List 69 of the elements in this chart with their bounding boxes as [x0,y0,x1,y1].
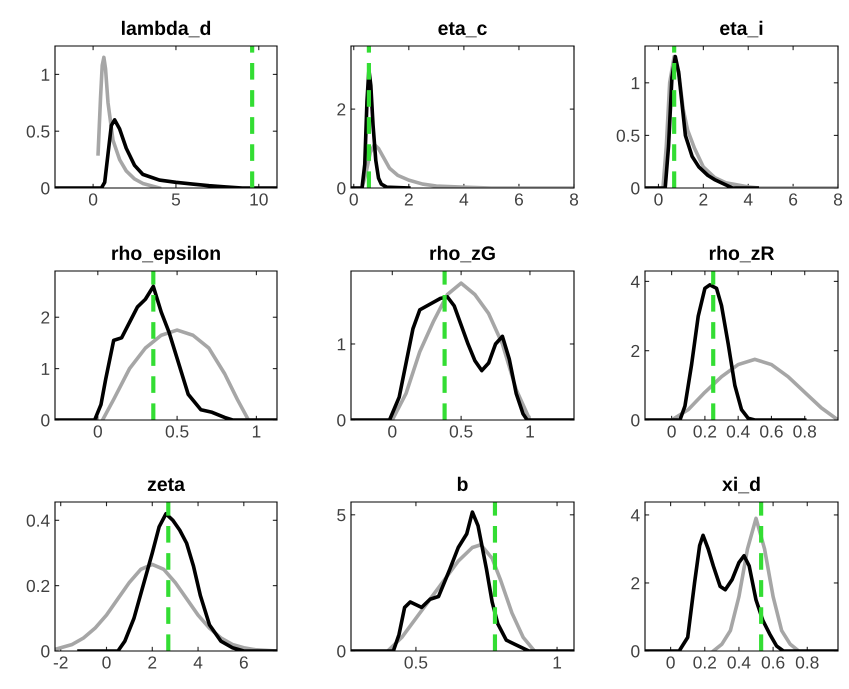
x-tick-label: 0.4 [726,425,750,438]
y-tick-label: 0.5 [616,130,640,142]
y-tick-label: 5 [337,509,346,522]
x-tick-label: 8 [570,193,578,206]
x-tick-label: -2 [54,656,68,668]
x-tick-label: 0 [350,193,358,206]
chart-title: eta_c [438,22,487,38]
y-tick-label: 0 [41,645,50,658]
x-tick-label: 1 [252,426,260,438]
x-tick-label: 0.8 [793,425,816,438]
y-tick-label: 0 [631,182,640,194]
y-tick-label: 1 [632,77,640,90]
x-tick-label: 0 [88,193,98,206]
x-tick-label: 0 [666,656,675,669]
y-tick-label: 0 [41,182,50,194]
y-tick-label: 0 [631,414,640,426]
x-tick-label: 0.2 [694,425,716,438]
y-tick-label: 1 [42,68,50,81]
x-tick-label: 0 [667,425,676,438]
x-tick-label: 1 [554,656,562,668]
x-tick-label: 0.5 [166,425,188,438]
x-tick-label: 2 [148,656,156,668]
x-tick-label: 4 [194,656,202,668]
chart-title: rho_epsilon [112,246,220,264]
y-tick-label: 2 [631,577,640,590]
y-tick-label: 1 [42,362,50,375]
x-tick-label: 0 [388,425,396,438]
y-tick-label: 2 [631,344,640,357]
x-tick-label: 0.8 [796,656,819,669]
y-tick-label: 1 [338,338,346,350]
y-tick-label: 0.5 [26,125,50,138]
x-tick-label: 0.6 [762,656,784,669]
x-tick-label: 10 [250,193,268,206]
chart-title: eta_i [720,20,762,38]
y-tick-label: 0 [337,182,346,194]
x-tick-label: 8 [834,193,842,206]
chart-title: b [458,476,468,492]
x-tick-label: 2 [404,193,413,206]
y-tick-label: 0 [41,414,50,426]
x-tick-label: 1 [526,426,534,438]
x-tick-label: 0.4 [728,656,750,669]
y-tick-label: 0 [337,645,346,658]
y-tick-label: 4 [630,276,640,288]
x-tick-label: 0.5 [404,656,428,669]
x-tick-label: 0 [102,656,111,669]
chart-title: rho_zR [710,246,774,262]
x-tick-label: 0.6 [760,425,783,438]
x-tick-label: 6 [240,656,248,669]
x-tick-label: 4 [459,194,468,206]
chart-title: xi_d [722,476,760,494]
x-tick-label: 4 [744,194,753,206]
y-tick-label: 0.2 [26,580,50,592]
y-tick-label: 0 [631,645,640,658]
x-tick-label: 2 [699,193,708,206]
x-tick-label: 0.2 [693,656,716,669]
y-tick-label: 0.4 [26,514,50,527]
x-tick-label: 6 [789,193,798,206]
chart-title: rho_zG [430,246,495,262]
y-tick-label: 0 [337,414,346,426]
chart-title: lambda_d [122,20,210,38]
y-tick-label: 2 [41,311,50,324]
chart-title: zeta [148,478,186,492]
x-tick-label: 0.5 [450,425,472,438]
x-tick-label: 0 [654,193,663,206]
x-tick-label: 6 [514,193,524,206]
x-tick-label: 5 [172,194,180,206]
x-tick-label: 0 [94,425,102,438]
y-tick-label: 4 [630,509,640,522]
y-tick-label: 2 [337,103,346,116]
